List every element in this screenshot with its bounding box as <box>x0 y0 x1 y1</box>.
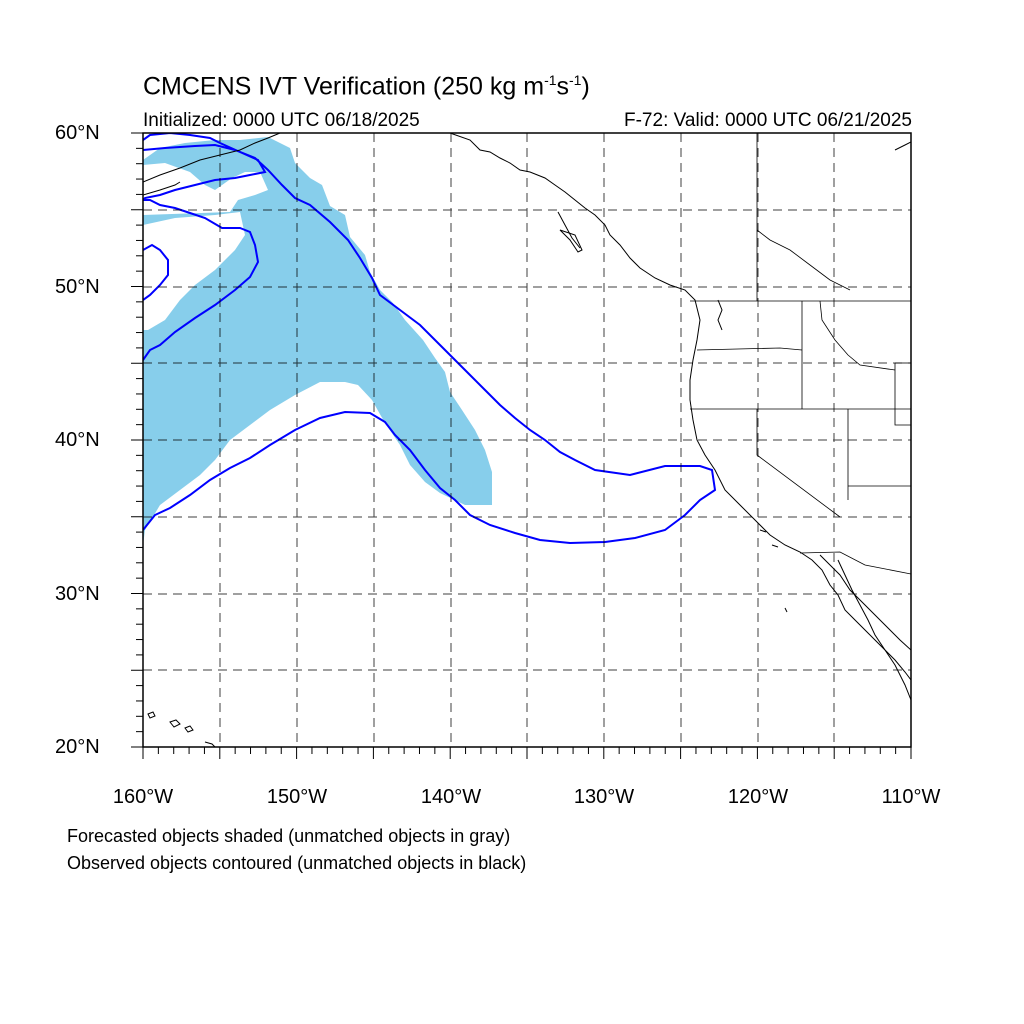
footer-observed-note: Observed objects contoured (unmatched ob… <box>67 853 527 873</box>
initialized-time: Initialized: 0000 UTC 06/18/2025 <box>143 110 420 131</box>
lon-label-160w: 160°W <box>112 786 174 808</box>
lon-label-120w: 120°W <box>727 786 789 808</box>
lat-label-60: 60°N <box>55 122 100 144</box>
lat-label-30: 30°N <box>55 583 100 605</box>
figure-title: CMCENS IVT Verification (250 kg m-1s-1) <box>143 72 590 101</box>
footer-forecast-note: Forecasted objects shaded (unmatched obj… <box>67 826 511 846</box>
lat-label-50: 50°N <box>55 276 100 298</box>
axis-ticks <box>131 132 912 759</box>
lat-label-20: 20°N <box>55 736 100 758</box>
valid-time: F-72: Valid: 0000 UTC 06/21/2025 <box>624 110 912 131</box>
state-borders <box>690 133 911 575</box>
observed-object-contour <box>143 133 717 545</box>
lon-label-150w: 150°W <box>266 786 328 808</box>
lon-label-140w: 140°W <box>420 786 482 808</box>
lat-label-40: 40°N <box>55 429 100 451</box>
forecast-gap-north <box>143 163 268 215</box>
graticule <box>143 133 911 747</box>
lon-label-110w: 110°W <box>881 786 941 808</box>
lon-label-130w: 130°W <box>573 786 635 808</box>
coastlines <box>143 133 911 747</box>
